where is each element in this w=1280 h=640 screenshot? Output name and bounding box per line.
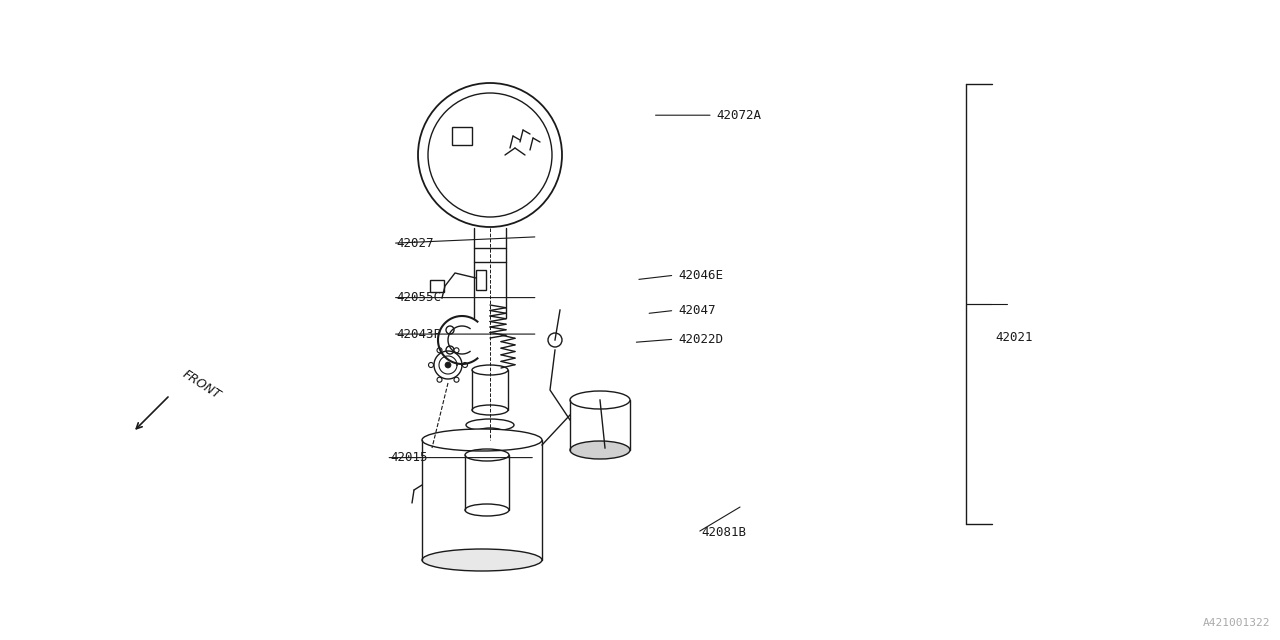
Text: 42027: 42027 [397,237,434,250]
Text: 42055C: 42055C [397,291,442,304]
Circle shape [436,348,442,353]
Text: 42072A: 42072A [717,109,762,122]
Circle shape [419,83,562,227]
Circle shape [462,362,467,367]
Ellipse shape [422,549,541,571]
Circle shape [445,362,451,368]
Text: 42043P: 42043P [397,328,442,340]
Circle shape [454,348,460,353]
Text: 42021: 42021 [996,332,1033,344]
Text: 42047: 42047 [678,304,716,317]
Text: 42081B: 42081B [701,526,746,539]
Text: 42046E: 42046E [678,269,723,282]
Ellipse shape [422,429,541,451]
Text: 42022D: 42022D [678,333,723,346]
Circle shape [454,377,460,382]
Circle shape [429,362,434,367]
Ellipse shape [570,441,630,459]
Text: A421001322: A421001322 [1202,618,1270,628]
Circle shape [436,377,442,382]
FancyBboxPatch shape [476,270,486,290]
Text: FRONT: FRONT [180,368,223,402]
Text: 42015: 42015 [390,451,428,464]
FancyBboxPatch shape [452,127,472,145]
